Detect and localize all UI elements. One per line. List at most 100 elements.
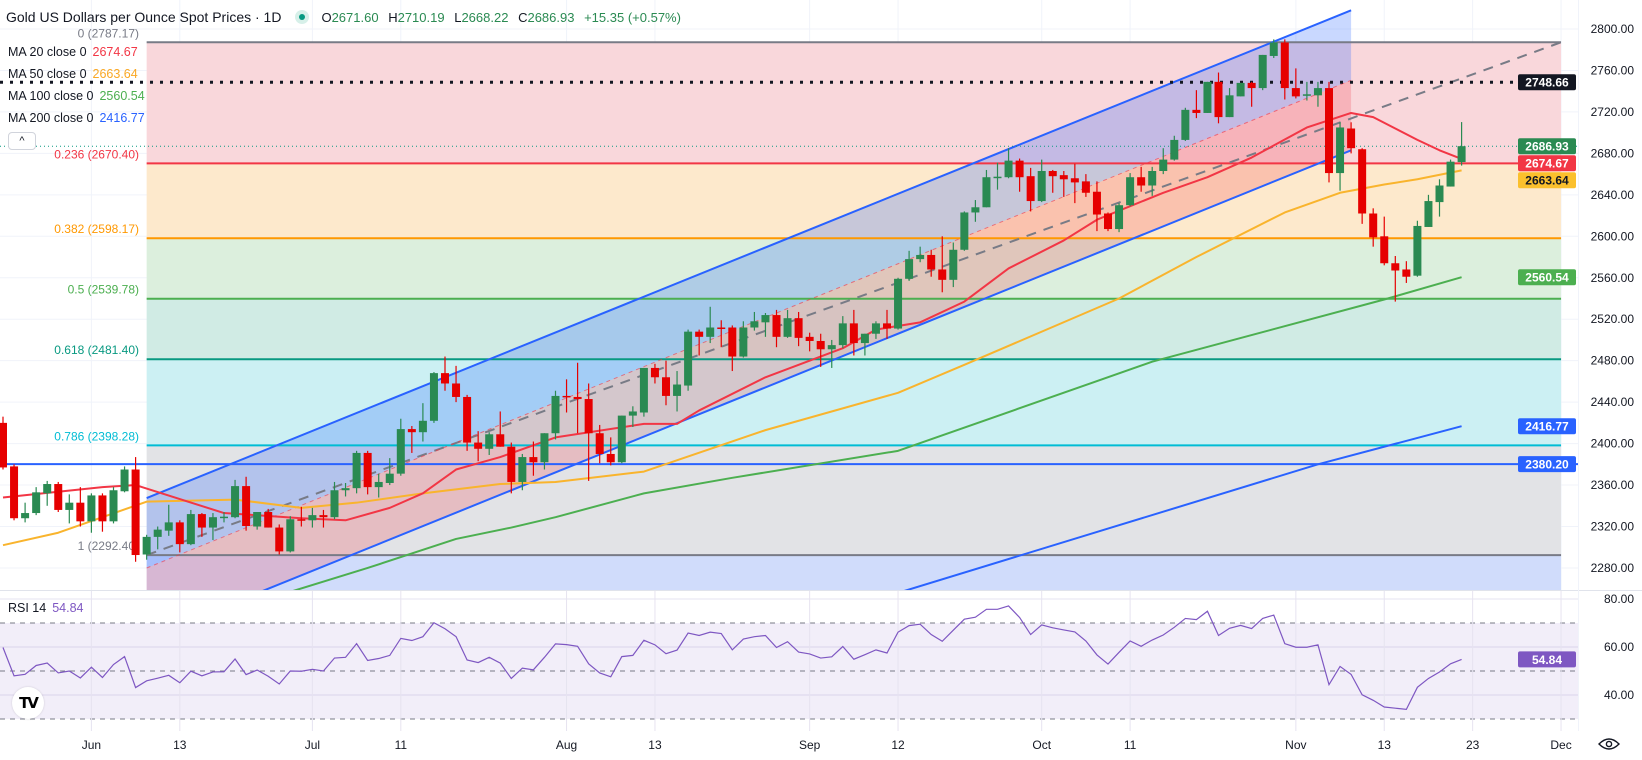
candle[interactable] — [186, 509, 195, 546]
candle[interactable] — [242, 476, 251, 531]
candle[interactable] — [396, 418, 405, 476]
candle[interactable] — [1070, 163, 1079, 204]
candle[interactable] — [739, 321, 748, 358]
candle[interactable] — [540, 433, 549, 470]
candle[interactable] — [1247, 81, 1256, 107]
legend-ma-50[interactable]: MA 50 close 0 2663.64 — [8, 67, 138, 81]
candle[interactable] — [341, 482, 350, 497]
time-axis-label[interactable]: 23 — [1466, 738, 1480, 752]
candle[interactable] — [1192, 90, 1201, 119]
candle[interactable] — [1015, 158, 1024, 192]
candle[interactable] — [441, 356, 449, 391]
candle[interactable] — [1236, 82, 1245, 97]
candle[interactable] — [1358, 148, 1367, 224]
candle[interactable] — [297, 506, 306, 527]
candle[interactable] — [1148, 166, 1157, 196]
candle[interactable] — [286, 516, 295, 553]
candle[interactable] — [794, 311, 803, 347]
candle[interactable] — [1170, 135, 1179, 161]
candle[interactable] — [275, 524, 284, 555]
candle[interactable] — [1137, 166, 1146, 192]
time-axis-label[interactable]: Jul — [305, 738, 320, 752]
candle[interactable] — [1336, 122, 1345, 191]
candle[interactable] — [496, 411, 505, 447]
candle[interactable] — [474, 431, 483, 462]
candle[interactable] — [927, 249, 936, 277]
time-axis-label[interactable]: Sep — [799, 738, 821, 752]
candle[interactable] — [860, 333, 869, 356]
candle[interactable] — [695, 329, 704, 356]
candle[interactable] — [772, 309, 781, 348]
candle[interactable] — [960, 211, 969, 251]
candle[interactable] — [153, 526, 162, 550]
candle[interactable] — [197, 513, 206, 537]
candle[interactable] — [1369, 208, 1378, 247]
candle[interactable] — [838, 316, 847, 349]
candle[interactable] — [573, 362, 582, 434]
candle[interactable] — [1081, 174, 1090, 197]
rsi-pane[interactable] — [0, 591, 1578, 731]
candle[interactable] — [319, 509, 328, 528]
candle[interactable] — [308, 507, 317, 528]
candle[interactable] — [1126, 173, 1135, 207]
candle[interactable] — [87, 493, 96, 533]
candle[interactable] — [805, 332, 814, 352]
candle[interactable] — [374, 473, 383, 498]
tradingview-logo[interactable]: TV — [12, 687, 44, 719]
legend-ma-200[interactable]: MA 200 close 0 2416.77 — [8, 111, 145, 125]
candle[interactable] — [330, 481, 339, 520]
candle[interactable] — [175, 520, 184, 553]
candle[interactable] — [971, 200, 980, 222]
candle[interactable] — [1115, 203, 1124, 233]
time-axis-label[interactable]: 11 — [1124, 738, 1137, 752]
candle[interactable] — [1302, 81, 1311, 101]
candle[interactable] — [1059, 171, 1068, 197]
candle[interactable] — [109, 487, 118, 524]
candle[interactable] — [1004, 148, 1013, 179]
time-axis-label[interactable]: Dec — [1550, 738, 1571, 752]
time-axis-label[interactable]: 13 — [1378, 738, 1392, 752]
legend-ma-20[interactable]: MA 20 close 0 2674.67 — [8, 45, 138, 59]
time-axis-label[interactable]: Aug — [556, 738, 577, 752]
candle[interactable] — [849, 309, 858, 356]
candle[interactable] — [1325, 81, 1333, 183]
candle[interactable] — [452, 365, 461, 403]
candle[interactable] — [761, 313, 770, 337]
candle[interactable] — [164, 504, 173, 536]
candle[interactable] — [606, 437, 615, 466]
candle[interactable] — [385, 458, 394, 486]
time-axis-label[interactable]: Oct — [1032, 738, 1051, 752]
candle[interactable] — [1225, 88, 1234, 118]
candle[interactable] — [1424, 194, 1433, 227]
candle[interactable] — [220, 512, 228, 523]
candle[interactable] — [905, 250, 914, 281]
candle[interactable] — [894, 277, 903, 330]
candle[interactable] — [1037, 159, 1046, 203]
candle[interactable] — [32, 487, 41, 516]
candle[interactable] — [120, 466, 129, 493]
candle[interactable] — [507, 442, 516, 494]
candle[interactable] — [650, 363, 659, 384]
candle[interactable] — [21, 502, 30, 523]
candle[interactable] — [871, 321, 880, 339]
candle[interactable] — [728, 325, 737, 372]
candle[interactable] — [1280, 39, 1289, 100]
candle[interactable] — [131, 457, 140, 562]
candle[interactable] — [429, 372, 438, 423]
candle[interactable] — [76, 487, 85, 527]
time-axis-label[interactable]: Jun — [82, 738, 101, 752]
candle[interactable] — [208, 513, 217, 540]
candle[interactable] — [706, 306, 715, 344]
candle[interactable] — [463, 394, 472, 451]
candle[interactable] — [352, 450, 361, 494]
candle[interactable] — [562, 379, 571, 413]
candle[interactable] — [485, 432, 494, 456]
candle[interactable] — [43, 480, 52, 506]
eye-icon[interactable] — [1598, 737, 1620, 751]
candle[interactable] — [1347, 122, 1356, 154]
legend-ma-100[interactable]: MA 100 close 0 2560.54 — [8, 89, 145, 103]
candle[interactable] — [1413, 220, 1422, 277]
symbol-title[interactable]: Gold US Dollars per Ounce Spot Prices · … — [6, 9, 282, 25]
candle[interactable] — [1313, 81, 1322, 107]
candle[interactable] — [628, 406, 637, 428]
